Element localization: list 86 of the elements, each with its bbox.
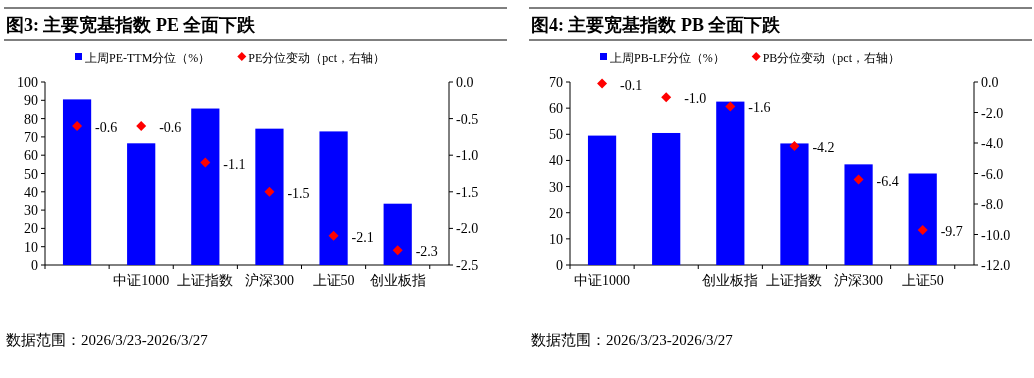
y-tick-label: 0	[556, 258, 563, 273]
legend-label: 上周PB-LF分位（%）	[610, 51, 725, 65]
bar	[587, 135, 617, 265]
y-tick-label: 70	[549, 75, 563, 90]
bar	[319, 131, 348, 265]
point	[136, 120, 147, 131]
bar	[62, 99, 92, 265]
y2-tick-label: -6.0	[981, 166, 1004, 182]
y2-tick-label: 0.0	[456, 75, 474, 90]
legend-label: PB分位变动（pct，右轴）	[762, 51, 901, 65]
y2-tick-label: -10.0	[981, 227, 1011, 243]
x-tick-label: 创业板指	[702, 273, 759, 288]
bar	[383, 203, 412, 265]
y-tick-label: 60	[24, 148, 38, 164]
y2-tick-label: -2.0	[981, 105, 1004, 121]
chart-title: 图4: 主要宽基指数 PB 全面下跌	[531, 15, 782, 35]
text: 数据范围：2026/3/23-2026/3/27	[6, 332, 209, 348]
y2-tick-label: -2.5	[456, 258, 479, 273]
y2-tick-label: -2.0	[456, 221, 479, 237]
bar	[652, 132, 681, 265]
y-tick-label: 40	[549, 153, 563, 169]
y-tick-label: 10	[24, 239, 38, 255]
y-tick-label: 20	[549, 205, 563, 221]
y2-tick-label: -4.0	[981, 136, 1004, 151]
point	[200, 157, 211, 168]
x-tick-label: 中证1000	[574, 273, 631, 288]
point	[264, 186, 275, 197]
data-label: -1.6	[748, 100, 771, 116]
text: 数据范围：2026/3/23-2026/3/27	[531, 332, 734, 348]
bar	[908, 173, 937, 265]
point	[725, 101, 736, 112]
point	[917, 224, 928, 235]
y2-tick-label: -1.0	[456, 148, 479, 164]
data-label: -6.4	[876, 173, 899, 189]
data-label: -1.1	[223, 156, 246, 172]
x-tick-label: 上证50	[312, 273, 355, 288]
y-tick-label: 70	[24, 129, 38, 145]
bar	[255, 128, 284, 265]
legend-label: PE分位变动（pct，右轴）	[248, 51, 385, 65]
x-tick-label: 上证指数	[177, 273, 234, 288]
data-label: -2.3	[415, 244, 438, 260]
y-tick-label: 40	[24, 184, 38, 200]
y-tick-label: 20	[24, 221, 38, 237]
bar	[844, 164, 873, 265]
data-label: -1.5	[287, 185, 310, 201]
x-tick-label: 创业板指	[369, 273, 426, 288]
bar	[716, 101, 745, 265]
y2-tick-label: -1.5	[456, 184, 479, 200]
y2-tick-label: 0.0	[981, 75, 999, 90]
y-tick-label: 100	[17, 75, 38, 90]
x-tick-label: 中证1000	[113, 273, 170, 288]
bar	[780, 143, 809, 265]
x-tick-label: 沪深300	[834, 273, 884, 288]
data-label: -0.6	[159, 119, 182, 135]
y-tick-label: 30	[549, 179, 563, 195]
y-tick-label: 50	[549, 127, 563, 143]
y-tick-label: 60	[549, 101, 563, 117]
point	[597, 78, 608, 89]
data-label: -0.6	[95, 119, 118, 135]
y2-tick-label: -0.5	[456, 111, 479, 127]
y-tick-label: 80	[24, 111, 38, 127]
point	[392, 245, 403, 256]
data-label: -4.2	[812, 140, 835, 156]
chart-title: 图3: 主要宽基指数 PE 全面下跌	[6, 15, 257, 35]
point	[328, 230, 339, 241]
point	[853, 174, 864, 185]
point	[789, 141, 800, 152]
data-label: -9.7	[940, 223, 963, 239]
x-tick-label: 上证50	[901, 273, 944, 288]
y-tick-label: 10	[549, 231, 563, 247]
y-tick-label: 30	[24, 203, 38, 219]
data-label: -2.1	[351, 229, 374, 245]
y-tick-label: 90	[24, 93, 38, 109]
point	[72, 120, 83, 131]
y2-tick-label: -12.0	[981, 258, 1011, 273]
point	[661, 92, 672, 103]
data-label: -0.1	[620, 77, 643, 93]
bar	[127, 143, 156, 265]
x-tick-label: 沪深300	[244, 273, 294, 288]
legend-label: 上周PE-TTM分位（%）	[85, 51, 211, 65]
x-tick-label: 上证指数	[766, 273, 823, 288]
y2-tick-label: -8.0	[981, 197, 1004, 212]
bar	[191, 108, 220, 265]
y-tick-label: 50	[24, 166, 38, 182]
y-tick-label: 0	[31, 258, 38, 273]
data-label: -1.0	[684, 91, 707, 107]
